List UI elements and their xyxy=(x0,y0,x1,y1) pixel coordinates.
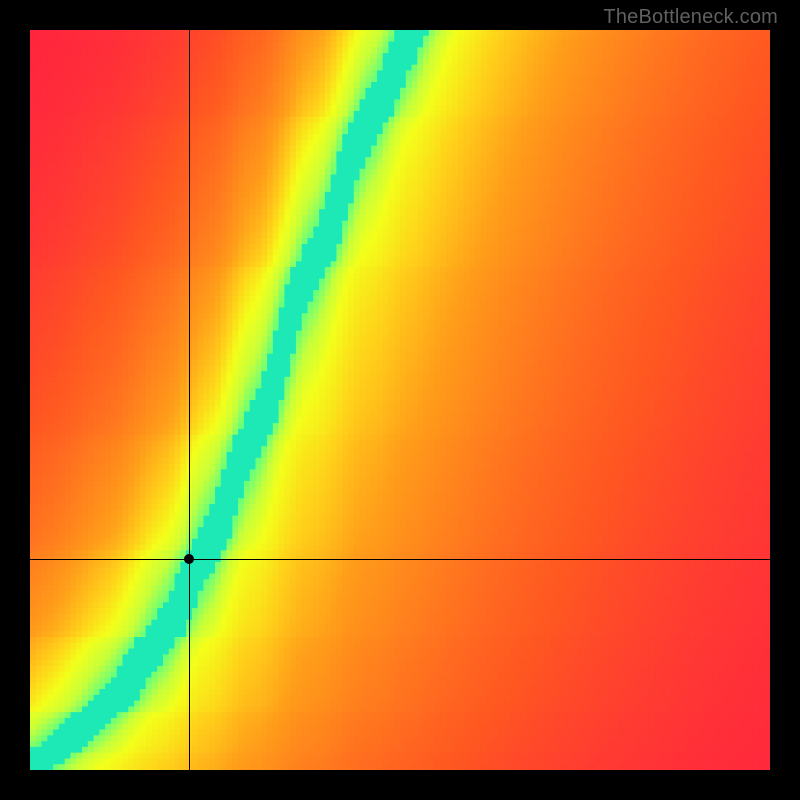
watermark-text: TheBottleneck.com xyxy=(603,6,778,29)
crosshair-horizontal xyxy=(30,559,770,560)
crosshair-marker xyxy=(184,554,194,564)
heatmap-canvas xyxy=(30,30,770,770)
heatmap-plot xyxy=(30,30,770,770)
crosshair-vertical xyxy=(189,30,190,770)
